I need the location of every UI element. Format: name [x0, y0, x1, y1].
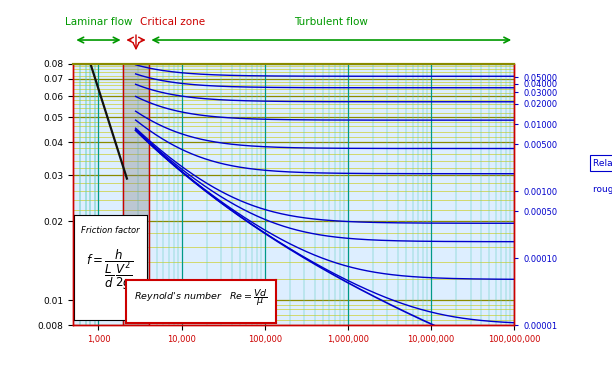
Text: Critical zone: Critical zone [140, 17, 206, 27]
Text: Relative      e: Relative e [594, 159, 612, 168]
Bar [124, 64, 149, 325]
Text: Turbulent flow: Turbulent flow [294, 17, 368, 27]
Text: roughnes    d: roughnes d [594, 185, 612, 194]
Text: Laminar flow: Laminar flow [65, 17, 132, 27]
